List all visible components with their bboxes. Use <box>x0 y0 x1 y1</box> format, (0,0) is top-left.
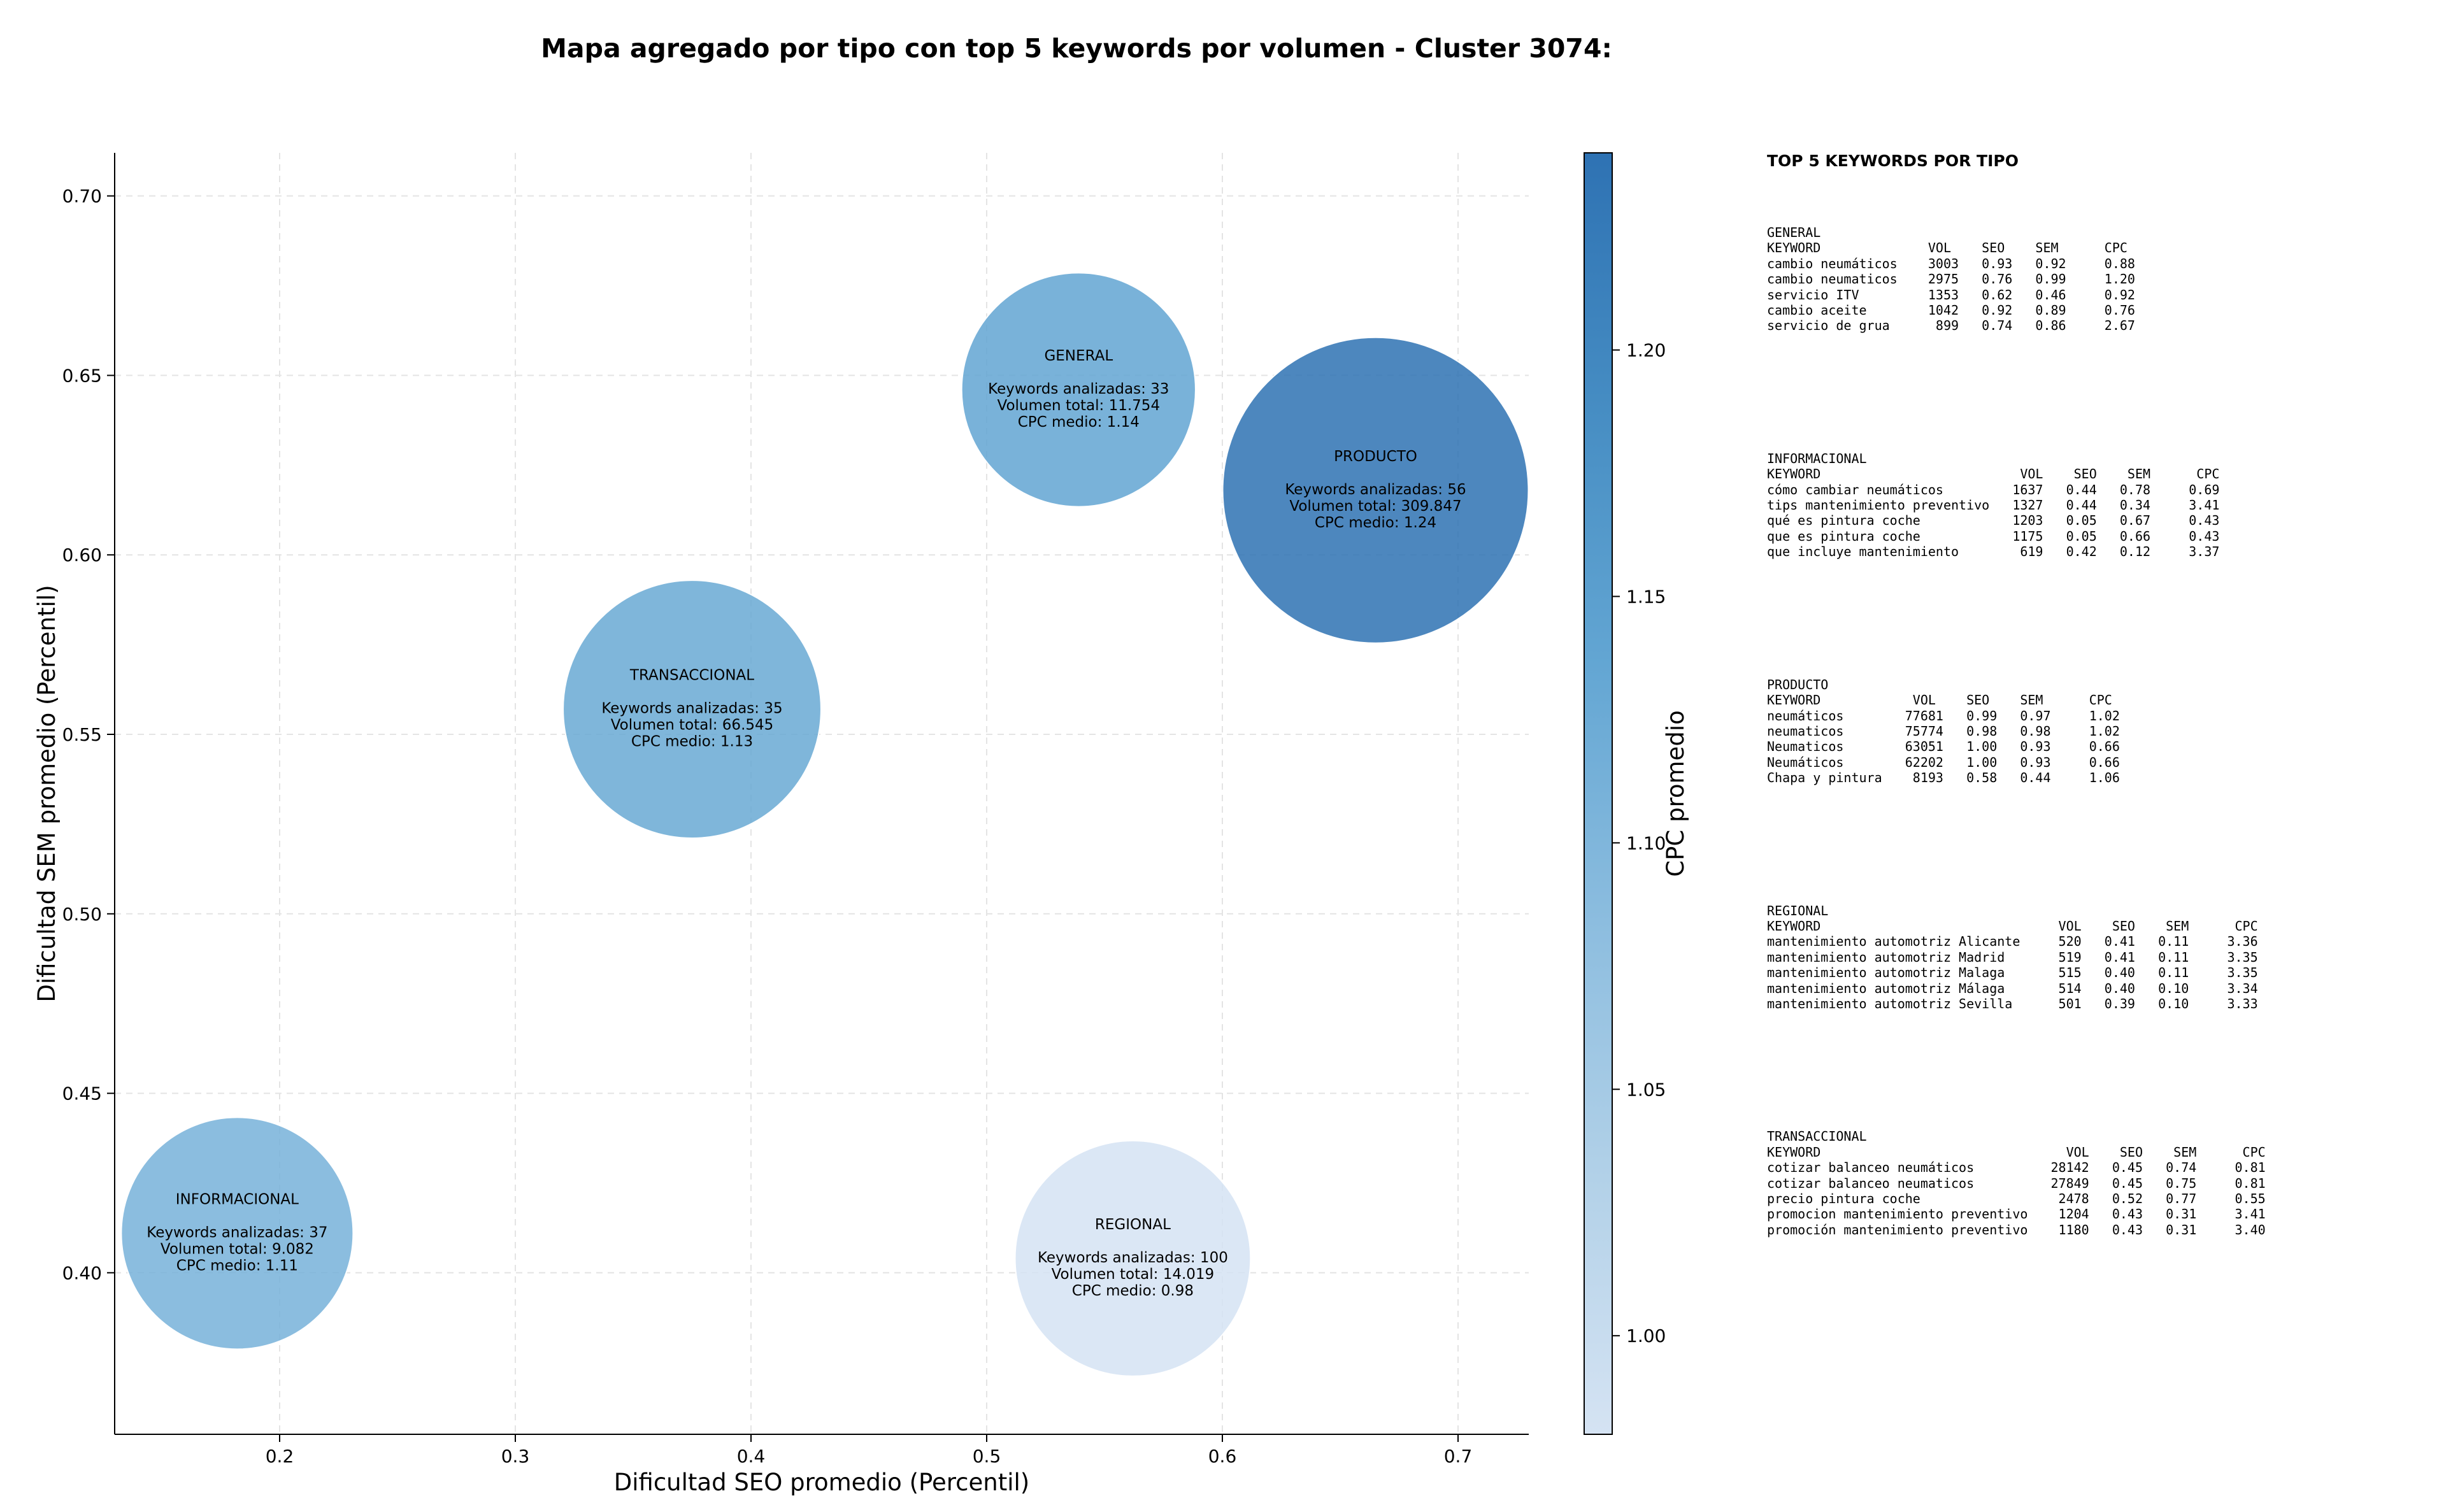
bubble-circle <box>562 580 822 839</box>
bubble-stat: Volumen total: 309.847 <box>1289 498 1461 515</box>
axes: 0.2 0.3 0.4 0.5 0.6 0.7 0.40 0.45 0.50 0.55 0.60 0.… <box>33 153 1529 1496</box>
x-tick-label: 0.2 <box>266 1446 294 1467</box>
bubble-stat: Keywords analizadas: 33 <box>988 381 1169 397</box>
y-tick-label: 0.65 <box>62 365 102 386</box>
bubble-stat: CPC medio: 1.24 <box>1315 515 1436 531</box>
bubble-label: PRODUCTO <box>1334 448 1417 465</box>
bubble-label: TRANSACCIONAL <box>629 667 754 684</box>
x-tick-label: 0.3 <box>501 1446 530 1467</box>
bubble-circle <box>1014 1139 1252 1377</box>
bubble-stat: Keywords analizadas: 100 <box>1038 1250 1228 1266</box>
bubble-label: INFORMACIONAL <box>176 1191 299 1208</box>
y-tick-label: 0.40 <box>62 1262 102 1283</box>
bubble-circle <box>1222 336 1529 644</box>
bubble-label: GENERAL <box>1044 348 1113 364</box>
bubble-circle <box>961 272 1196 508</box>
bubble-circle <box>120 1116 354 1350</box>
keywords-block-regional: REGIONAL KEYWORD VOL SEO SEM CPC manteni… <box>1767 902 2258 1011</box>
bubble-stat: CPC medio: 1.14 <box>1018 414 1140 431</box>
y-tick-label: 0.70 <box>62 186 102 207</box>
y-tick-label: 0.55 <box>62 724 102 745</box>
bubble-regional: REGIONAL Keywords analizadas: 100Volumen … <box>1014 1139 1252 1377</box>
x-tick-label: 0.5 <box>973 1446 1001 1467</box>
keywords-block-producto: PRODUCTO KEYWORD VOL SEO SEM CPC neumáti… <box>1767 676 2120 786</box>
keywords-block-transaccional: TRANSACCIONAL KEYWORD VOL SEO SEM CPC co… <box>1767 1129 2266 1237</box>
x-axis-label: Dificultad SEO promedio (Percentil) <box>614 1469 1029 1496</box>
bubble-stat: Keywords analizadas: 37 <box>147 1224 327 1241</box>
bubble-stat: Keywords analizadas: 35 <box>601 701 782 717</box>
x-tick-label: 0.7 <box>1444 1446 1473 1467</box>
keywords-blocks: GENERAL KEYWORD VOL SEO SEM CPC cambio n… <box>1767 225 2429 1237</box>
bubble-label: REGIONAL <box>1095 1216 1171 1233</box>
y-tick-label: 0.45 <box>62 1083 102 1104</box>
colorbar: 1.00 1.05 1.10 1.15 1.20 CPC promedio <box>1584 152 1689 1435</box>
colorbar-tick-label: 1.10 <box>1626 832 1666 853</box>
x-tick-label: 0.4 <box>737 1446 766 1467</box>
bubble-stat: Volumen total: 14.019 <box>1052 1266 1215 1283</box>
colorbar-tick-label: 1.20 <box>1626 340 1666 361</box>
colorbar-bar <box>1584 152 1613 1435</box>
y-tick-label: 0.60 <box>62 545 102 566</box>
keywords-panel-title: TOP 5 KEYWORDS POR TIPO <box>1767 152 2019 170</box>
bubble-stat: CPC medio: 0.98 <box>1072 1283 1194 1299</box>
bubble-stat: Volumen total: 9.082 <box>161 1241 314 1257</box>
colorbar-label: CPC promedio <box>1662 710 1689 876</box>
bubble-transaccional: TRANSACCIONAL Keywords analizadas: 35Volu… <box>562 580 822 839</box>
colorbar-tick-label: 1.00 <box>1626 1325 1666 1346</box>
bubble-stat: Volumen total: 11.754 <box>998 397 1161 414</box>
x-tick-label: 0.6 <box>1208 1446 1237 1467</box>
bubble-informacional: INFORMACIONAL Keywords analizadas: 37Volu… <box>120 1116 354 1350</box>
y-axis-label: Dificultad SEM promedio (Percentil) <box>33 585 61 1002</box>
bubble-stat: CPC medio: 1.13 <box>631 734 753 750</box>
colorbar-tick-label: 1.15 <box>1626 586 1666 607</box>
keywords-block-general: GENERAL KEYWORD VOL SEO SEM CPC cambio n… <box>1767 225 2135 334</box>
colorbar-tick-label: 1.05 <box>1626 1079 1666 1100</box>
keywords-block-informacional: INFORMACIONAL KEYWORD VOL SEO SEM CPC có… <box>1767 450 2220 560</box>
bubble-stat: CPC medio: 1.11 <box>176 1257 298 1274</box>
chart-title: Mapa agregado por tipo con top 5 keyword… <box>541 33 1612 64</box>
y-tick-label: 0.50 <box>62 904 102 925</box>
keywords-panel: TOP 5 KEYWORDS POR TIPO GENERAL KEYWORD … <box>1767 152 2429 1237</box>
bubble-stat: Keywords analizadas: 56 <box>1285 481 1466 498</box>
bubble-stat: Volumen total: 66.545 <box>611 717 774 734</box>
